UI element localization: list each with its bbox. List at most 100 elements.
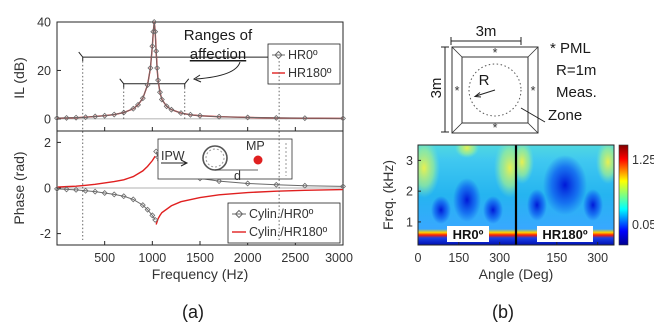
- pml-star-bottom: *: [493, 121, 498, 135]
- heatmap-hr0-cool-center: [453, 178, 481, 222]
- legend-label-hr180: HR180º: [288, 66, 332, 80]
- heatmap-xtick-label: 300: [489, 251, 510, 265]
- il-legend-box: [267, 43, 341, 85]
- pml-corner-tr: [527, 46, 539, 58]
- heatmap-hr180-hot-left: [516, 145, 534, 184]
- phase-hr180-line: [155, 188, 344, 225]
- phase-xtick-label: 2500: [281, 251, 309, 265]
- heatmap-hr180-label: HR180º: [542, 227, 587, 242]
- phase-hr0-marker: [120, 193, 127, 200]
- heatmap-hr180-cool-left: [527, 189, 547, 221]
- il-hr0-marker: [168, 106, 175, 113]
- il-hr0-marker: [73, 114, 80, 121]
- phase-xtick-label: 1500: [186, 251, 214, 265]
- il-hr0-marker: [153, 48, 160, 55]
- il-hr0-marker: [151, 19, 158, 25]
- il-hr0-marker: [149, 43, 156, 50]
- il-hr0-marker: [197, 112, 203, 119]
- radius-line: [475, 89, 496, 97]
- inset-incident-arrow: [180, 159, 189, 167]
- il-ytick-label: 0: [44, 112, 51, 126]
- phase-hr0-marker: [101, 190, 108, 196]
- schematic-legend-meas: Meas.: [556, 84, 597, 101]
- il-hr0-marker: [111, 111, 118, 118]
- phase-xtick-label: 500: [94, 251, 115, 265]
- range-end-right: [184, 78, 190, 88]
- il-hr0-marker: [156, 89, 163, 96]
- phase-hr0-marker: [273, 181, 280, 188]
- phase-xtick-label: 3000: [325, 251, 353, 265]
- inset-distance-label: d: [234, 169, 241, 183]
- legend-marker-cyl-hr0: [234, 209, 244, 219]
- schematic-legend-radius: R=1m: [556, 62, 596, 79]
- annotation-arrowhead: [192, 74, 202, 83]
- range-end-left: [78, 51, 84, 62]
- il-ytick-label: 40: [37, 16, 51, 30]
- phase-ytick-label: -2: [40, 227, 51, 241]
- pml-corner-tl: [451, 46, 463, 58]
- heatmap-hr0-hot-top: [455, 145, 479, 158]
- heatmap-xtick-label: 150: [448, 251, 469, 265]
- phase-hr0-marker: [63, 186, 70, 193]
- phase-ytick-label: 0: [44, 182, 51, 196]
- phase-xtick-label: 2000: [234, 251, 262, 265]
- il-ytick-label: 20: [37, 64, 51, 78]
- heatmap-hr0-cool-right: [483, 196, 503, 224]
- phase-xlabel: Frequency (Hz): [152, 266, 248, 282]
- heatmap-hr0-label: HR0º: [453, 227, 484, 242]
- phase-hr0-marker: [73, 186, 80, 193]
- il-hr0-marker: [101, 112, 108, 119]
- il-panel: 0 20 40 IL (dB) Ranges of affection HR0º H…: [11, 16, 346, 132]
- heatmap-ytick-label: 2: [406, 185, 413, 199]
- phase-hr0-marker: [149, 212, 156, 219]
- il-hr0-marker: [340, 115, 346, 122]
- il-hr0-marker: [82, 114, 89, 121]
- il-hr0-marker: [273, 114, 280, 121]
- il-ylabel: IL (dB): [11, 57, 27, 99]
- phase-ytick-label: 2: [44, 136, 51, 150]
- heatmap-hr0-cool-left: [431, 196, 451, 224]
- phase-hr0-marker: [216, 178, 223, 185]
- colorbar-tick-low: 0.05: [632, 218, 654, 232]
- il-hr0-marker: [147, 65, 154, 71]
- heatmap-ytick-label: 1: [406, 215, 413, 229]
- heatmap-hr0-hot-left: [418, 145, 440, 198]
- phase-hr0-marker: [54, 185, 60, 192]
- il-hr0-marker: [155, 77, 162, 84]
- heatmap-hr180-label-box: [537, 226, 593, 242]
- heatmap-hr180: [516, 145, 614, 245]
- heatmap-ytick-label: 3: [406, 154, 413, 168]
- il-hr0-marker: [150, 28, 157, 35]
- il-hr0-marker: [177, 110, 184, 117]
- il-hr0-marker: [63, 114, 70, 121]
- inset-measure-label: MP: [246, 139, 265, 153]
- pml-star-left: *: [455, 84, 460, 98]
- il-hr0-marker: [154, 65, 161, 71]
- phase-xtick-label: 1000: [138, 251, 166, 265]
- colorbar-tick-high: 1.25: [632, 153, 654, 167]
- schematic-legend-pml: * PML: [550, 40, 591, 57]
- schematic-height-label: 3m: [428, 78, 445, 99]
- domain-schematic: 3m 3m * * * * R * PML R=1m Meas. Zone: [428, 23, 597, 135]
- il-hr0-marker: [139, 95, 146, 102]
- domain-inner-boundary: [461, 56, 529, 124]
- il-hr0-marker: [163, 103, 170, 110]
- pml-star-right: *: [531, 84, 536, 98]
- il-hr0-marker: [130, 105, 137, 112]
- measurement-circle: [468, 63, 522, 117]
- caption-a: (a): [182, 302, 204, 322]
- il-hr0-marker: [152, 28, 159, 35]
- phase-hr0-marker: [152, 216, 159, 223]
- heatmap-panel: HR0º HR180º 1 2 3 0 150 300 150 300 Freq. (kHz)…: [380, 144, 654, 282]
- heatmap-ylabel: Freq. (kHz): [380, 160, 396, 230]
- il-hr0-marker: [187, 111, 194, 118]
- inset-measure-point: [253, 155, 263, 165]
- heatmap-hr180-cool-center: [543, 155, 587, 215]
- il-hr0-line: [56, 21, 344, 119]
- phase-hr0-marker: [244, 180, 251, 187]
- phase-hr180-line: [56, 155, 156, 188]
- phase-hr0-marker: [82, 187, 89, 194]
- domain-outer-boundary: [451, 46, 539, 134]
- heatmap-hr0-hot-right: [494, 145, 516, 198]
